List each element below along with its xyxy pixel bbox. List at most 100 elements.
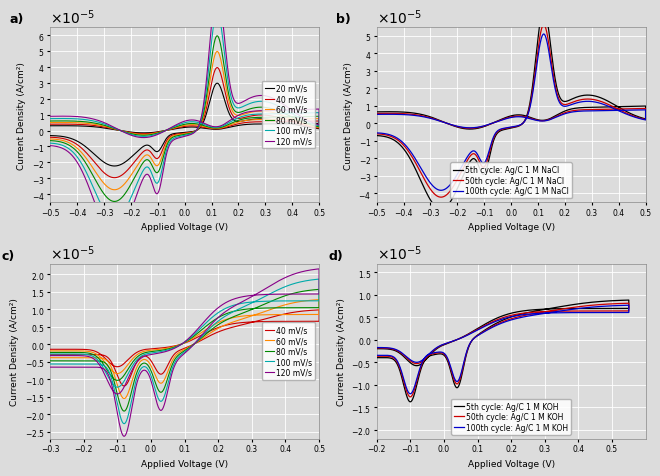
5th cycle: Ag/C 1 M KOH: (0.0694, -2.57e-06): Ag/C 1 M KOH: (0.0694, -2.57e-06)	[463, 349, 471, 355]
20 mV/s	[143, 143, 150, 149]
50th cycle: Ag/C 1 M NaCl: (0.12, 1.51e-06): Ag/C 1 M NaCl: (0.12, 1.51e-06)	[539, 119, 547, 124]
5th cycle: Ag/C 1 M KOH: (0.48, 8.62e-06): Ag/C 1 M KOH: (0.48, 8.62e-06)	[601, 298, 609, 304]
Text: a): a)	[10, 13, 24, 26]
100th cycle: Ag/C 1 M NaCl: (-0.261, -3.82e-05): Ag/C 1 M NaCl: (-0.261, -3.82e-05)	[437, 188, 445, 194]
5th cycle: Ag/C 1 M KOH: (0.531, 7e-06): Ag/C 1 M KOH: (0.531, 7e-06)	[618, 306, 626, 312]
Y-axis label: Current Density (A/cm²): Current Density (A/cm²)	[10, 298, 19, 405]
100 mV/s	[120, 421, 128, 426]
50th cycle: Ag/C 1 M NaCl: (-0.374, 5.26e-06): Ag/C 1 M NaCl: (-0.374, 5.26e-06)	[407, 112, 414, 118]
80 mV/s	[46, 358, 54, 364]
20 mV/s	[81, 124, 88, 129]
40 mV/s	[56, 136, 64, 141]
Legend: 40 mV/s, 60 mV/s, 80 mV/s, 100 mV/s, 120 mV/s: 40 mV/s, 60 mV/s, 80 mV/s, 100 mV/s, 120…	[261, 323, 315, 380]
Line: 80 mV/s: 80 mV/s	[50, 37, 319, 202]
80 mV/s	[56, 139, 64, 145]
Line: 40 mV/s: 40 mV/s	[50, 69, 319, 178]
50th cycle: Ag/C 1 M KOH: (0.265, 6.14e-06): Ag/C 1 M KOH: (0.265, 6.14e-06)	[529, 310, 537, 316]
X-axis label: Applied Voltage (V): Applied Voltage (V)	[141, 459, 228, 468]
80 mV/s	[213, 126, 220, 131]
120 mV/s	[308, 291, 316, 297]
60 mV/s	[56, 138, 64, 143]
100 mV/s	[143, 165, 150, 170]
100 mV/s	[290, 113, 298, 119]
Line: 80 mV/s: 80 mV/s	[50, 290, 319, 411]
50th cycle: Ag/C 1 M KOH: (-0.172, -3.65e-06): Ag/C 1 M KOH: (-0.172, -3.65e-06)	[382, 354, 390, 359]
80 mV/s	[81, 350, 88, 356]
50th cycle: Ag/C 1 M NaCl: (0.475, 8.44e-06): Ag/C 1 M NaCl: (0.475, 8.44e-06)	[635, 107, 643, 112]
120 mV/s	[213, 307, 220, 312]
80 mV/s	[110, 199, 118, 205]
5th cycle: Ag/C 1 M NaCl: (0.407, 8.59e-06): Ag/C 1 M NaCl: (0.407, 8.59e-06)	[616, 106, 624, 112]
40 mV/s	[46, 122, 54, 128]
5th cycle: Ag/C 1 M KOH: (-0.2, -1.98e-06): Ag/C 1 M KOH: (-0.2, -1.98e-06)	[373, 346, 381, 352]
120 mV/s	[143, 369, 150, 375]
50th cycle: Ag/C 1 M KOH: (0.531, 6.44e-06): Ag/C 1 M KOH: (0.531, 6.44e-06)	[618, 308, 626, 314]
100 mV/s	[46, 117, 54, 122]
Line: 100 mV/s: 100 mV/s	[50, 13, 319, 220]
20 mV/s	[213, 81, 221, 87]
80 mV/s	[143, 158, 150, 163]
100 mV/s	[290, 281, 298, 287]
60 mV/s	[46, 120, 54, 126]
80 mV/s	[81, 119, 88, 125]
60 mV/s	[308, 312, 316, 317]
80 mV/s	[315, 287, 323, 293]
40 mV/s	[213, 326, 220, 331]
120 mV/s	[46, 143, 54, 149]
60 mV/s	[56, 355, 64, 361]
60 mV/s	[46, 137, 54, 142]
40 mV/s	[308, 119, 316, 125]
100 mV/s	[213, 125, 220, 131]
80 mV/s	[290, 116, 298, 122]
100th cycle: Ag/C 1 M NaCl: (-0.5, -5.43e-06): Ag/C 1 M NaCl: (-0.5, -5.43e-06)	[373, 131, 381, 137]
60 mV/s	[46, 348, 54, 354]
Line: 120 mV/s: 120 mV/s	[50, 269, 319, 436]
100 mV/s	[213, 10, 221, 16]
100th cycle: Ag/C 1 M KOH: (-0.2, -3.46e-06): Ag/C 1 M KOH: (-0.2, -3.46e-06)	[373, 353, 381, 358]
50th cycle: Ag/C 1 M NaCl: (0.407, 7.38e-06): Ag/C 1 M NaCl: (0.407, 7.38e-06)	[616, 109, 624, 114]
40 mV/s	[290, 310, 298, 316]
60 mV/s	[81, 348, 88, 354]
100th cycle: Ag/C 1 M NaCl: (0.121, 5.11e-05): Ag/C 1 M NaCl: (0.121, 5.11e-05)	[540, 32, 548, 38]
60 mV/s	[213, 50, 221, 55]
X-axis label: Applied Voltage (V): Applied Voltage (V)	[467, 459, 554, 468]
Line: 120 mV/s: 120 mV/s	[50, 0, 319, 238]
40 mV/s	[46, 135, 54, 141]
Line: 5th cycle: Ag/C 1 M NaCl: 5th cycle: Ag/C 1 M NaCl	[377, 10, 645, 210]
120 mV/s	[110, 235, 118, 240]
50th cycle: Ag/C 1 M NaCl: (-0.462, -6.71e-06): Ag/C 1 M NaCl: (-0.462, -6.71e-06)	[383, 133, 391, 139]
40 mV/s	[46, 347, 54, 352]
40 mV/s	[56, 352, 64, 357]
100 mV/s	[110, 217, 118, 223]
40 mV/s	[110, 176, 118, 181]
80 mV/s	[308, 114, 316, 120]
Text: c): c)	[2, 249, 15, 262]
Y-axis label: Current Density (A/cm²): Current Density (A/cm²)	[337, 298, 346, 405]
Line: 60 mV/s: 60 mV/s	[50, 52, 319, 190]
50th cycle: Ag/C 1 M KOH: (-0.2, -3.66e-06): Ag/C 1 M KOH: (-0.2, -3.66e-06)	[373, 354, 381, 359]
40 mV/s	[315, 307, 323, 313]
100 mV/s	[81, 118, 88, 123]
50th cycle: Ag/C 1 M NaCl: (-0.5, -5.99e-06): Ag/C 1 M NaCl: (-0.5, -5.99e-06)	[373, 132, 381, 138]
Line: 100 mV/s: 100 mV/s	[50, 279, 319, 424]
50th cycle: Ag/C 1 M KOH: (-0.101, -1.27e-05): Ag/C 1 M KOH: (-0.101, -1.27e-05)	[406, 394, 414, 400]
50th cycle: Ag/C 1 M KOH: (0.0694, -2.37e-06): Ag/C 1 M KOH: (0.0694, -2.37e-06)	[463, 348, 471, 354]
50th cycle: Ag/C 1 M KOH: (0.55, 8.15e-06): Ag/C 1 M KOH: (0.55, 8.15e-06)	[625, 301, 633, 307]
120 mV/s	[308, 107, 316, 113]
80 mV/s	[120, 408, 128, 414]
100th cycle: Ag/C 1 M NaCl: (-0.462, -6.08e-06): Ag/C 1 M NaCl: (-0.462, -6.08e-06)	[383, 132, 391, 138]
Line: 50th cycle: Ag/C 1 M KOH: 50th cycle: Ag/C 1 M KOH	[377, 304, 629, 397]
60 mV/s	[110, 188, 118, 193]
100th cycle: Ag/C 1 M KOH: (0.265, 5.81e-06): Ag/C 1 M KOH: (0.265, 5.81e-06)	[529, 311, 537, 317]
Line: 5th cycle: Ag/C 1 M KOH: 5th cycle: Ag/C 1 M KOH	[377, 300, 629, 402]
Legend: 5th cycle: Ag/C 1 M NaCl, 50th cycle: Ag/C 1 M NaCl, 100th cycle: Ag/C 1 M NaCl: 5th cycle: Ag/C 1 M NaCl, 50th cycle: Ag…	[450, 163, 572, 199]
120 mV/s	[290, 272, 298, 278]
5th cycle: Ag/C 1 M NaCl: (0.121, 6.55e-05): Ag/C 1 M NaCl: (0.121, 6.55e-05)	[540, 7, 548, 13]
X-axis label: Applied Voltage (V): Applied Voltage (V)	[141, 223, 228, 232]
Text: b): b)	[337, 13, 351, 26]
40 mV/s	[213, 127, 220, 132]
40 mV/s	[46, 352, 54, 357]
80 mV/s	[46, 139, 54, 144]
5th cycle: Ag/C 1 M KOH: (0.55, 8.86e-06): Ag/C 1 M KOH: (0.55, 8.86e-06)	[625, 298, 633, 303]
60 mV/s	[315, 297, 323, 303]
